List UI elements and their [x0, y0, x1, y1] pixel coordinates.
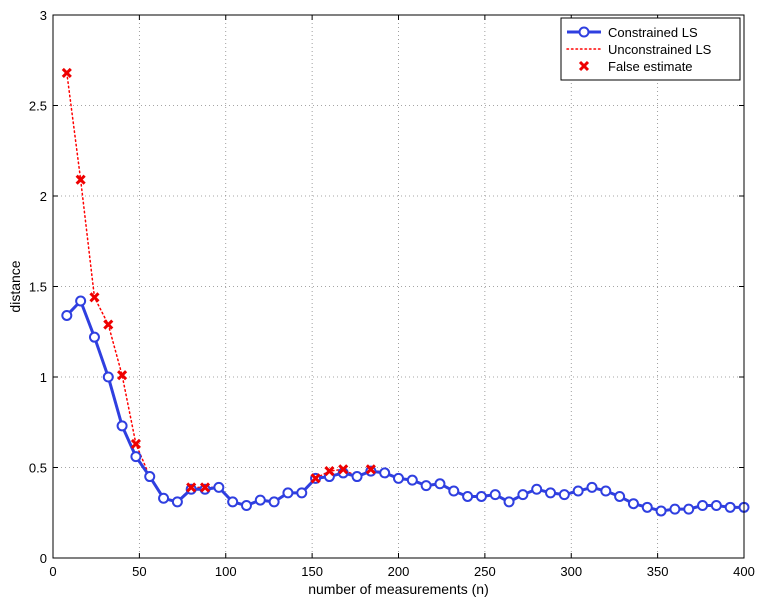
constrained-ls-point	[434, 478, 446, 490]
y-axis-title: distance	[7, 260, 23, 312]
constrained-ls-point	[282, 487, 294, 499]
constrained-ls-point	[144, 471, 156, 483]
constrained-ls-point	[655, 505, 667, 517]
constrained-ls-point	[600, 485, 612, 497]
x-tick-label: 50	[132, 564, 146, 579]
y-tick-label: 0	[40, 551, 47, 566]
constrained-ls-point	[462, 490, 474, 502]
legend-label-constrained: Constrained LS	[608, 25, 698, 40]
axis-ticks: 0 50 100 150 200 250 300 350 400 0 0.5 1 1.5 2 2.5 3	[29, 8, 755, 579]
y-tick-label: 1.5	[29, 280, 47, 295]
constrained-ls-point	[227, 496, 239, 508]
constrained-ls-point	[351, 471, 363, 483]
constrained-ls-point	[572, 485, 584, 497]
constrained-ls-point	[669, 503, 681, 515]
false-estimate-stroke	[186, 482, 197, 493]
constrained-ls-point	[213, 481, 225, 493]
false-estimate-marker	[310, 473, 321, 484]
false-estimate-marker	[130, 438, 141, 450]
constrained-ls-point	[61, 309, 73, 321]
constrained-ls-point	[586, 481, 598, 493]
constrained-ls-point	[88, 331, 100, 343]
constrained-ls-point	[268, 496, 280, 508]
constrained-ls-point	[406, 474, 418, 486]
constrained-ls-point	[697, 500, 709, 512]
constrained-ls-point	[710, 500, 722, 512]
constrained-ls-point	[75, 295, 87, 307]
constrained-ls-point	[158, 492, 170, 504]
x-tick-label: 0	[49, 564, 56, 579]
y-tick-label: 3	[40, 8, 47, 23]
false-estimate-marker	[75, 174, 86, 185]
false-estimate-stroke	[578, 60, 590, 72]
false-estimate-marker	[199, 482, 211, 493]
constrained-ls-point	[254, 494, 266, 506]
x-tick-label: 350	[647, 564, 669, 579]
legend-marker-constrained	[578, 26, 590, 38]
constrained-ls-point	[393, 472, 404, 484]
y-tick-label: 2	[40, 189, 47, 204]
y-tick-label: 1	[40, 370, 47, 385]
constrained-ls-point	[240, 500, 252, 512]
false-estimate-stroke	[117, 370, 128, 381]
false-estimate-stroke	[130, 438, 141, 450]
false-estimate-marker	[117, 370, 128, 381]
false-estimate-marker	[186, 482, 197, 493]
false-estimate-marker	[365, 464, 376, 475]
false-estimate-stroke	[310, 473, 321, 484]
false-estimate-stroke	[89, 292, 100, 303]
false-estimate-stroke	[75, 174, 86, 185]
constrained-ls-point	[517, 489, 529, 501]
y-tick-label: 2.5	[29, 99, 47, 114]
false-estimate-marker	[89, 292, 100, 303]
x-axis-title: number of measurements (n)	[308, 581, 489, 597]
false-estimate-stroke	[338, 464, 349, 475]
false-estimate-marker	[338, 464, 349, 475]
constrained-ls-point	[420, 480, 432, 492]
constrained-ls-point	[379, 467, 391, 479]
constrained-ls-point	[641, 501, 653, 513]
false-estimate-stroke	[199, 482, 211, 493]
false-estimate-stroke	[365, 464, 376, 475]
series-layer	[61, 67, 750, 517]
constrained-ls-point	[171, 496, 183, 508]
constrained-ls-point	[683, 503, 695, 515]
constrained-ls-point	[475, 490, 487, 502]
false-estimate-marker	[103, 319, 114, 330]
false-estimate-marker	[324, 466, 335, 477]
x-tick-label: 250	[474, 564, 496, 579]
legend-label-unconstrained: Unconstrained LS	[608, 42, 712, 57]
false-estimate-marker	[61, 67, 72, 78]
constrained-ls-point	[102, 371, 114, 383]
constrained-ls-point	[448, 485, 460, 497]
x-tick-label: 200	[388, 564, 410, 579]
constrained-ls-point	[531, 483, 543, 495]
y-tick-label: 0.5	[29, 461, 47, 476]
constrained-ls-point	[503, 496, 515, 508]
constrained-ls-point	[614, 490, 626, 502]
constrained-ls-point	[130, 451, 142, 463]
false-estimate-stroke	[324, 466, 335, 477]
false-estimate-stroke	[61, 67, 72, 78]
grid-lines	[53, 15, 744, 558]
x-tick-label: 150	[301, 564, 323, 579]
legend-label-false-estimate: False estimate	[608, 59, 693, 74]
x-tick-label: 300	[560, 564, 582, 579]
constrained-ls-point	[296, 487, 308, 499]
constrained-ls-point	[724, 501, 736, 513]
constrained-ls-point	[558, 489, 570, 501]
constrained-ls-point	[545, 487, 557, 499]
x-tick-label: 400	[733, 564, 755, 579]
constrained-ls-point	[489, 489, 501, 501]
constrained-ls-point	[627, 498, 639, 510]
x-tick-label: 100	[215, 564, 237, 579]
legend-marker-false-estimate	[578, 60, 590, 72]
constrained-ls-point	[116, 420, 128, 432]
false-estimate-stroke	[103, 319, 114, 330]
legend: Constrained LS Unconstrained LS False esti…	[560, 17, 741, 81]
